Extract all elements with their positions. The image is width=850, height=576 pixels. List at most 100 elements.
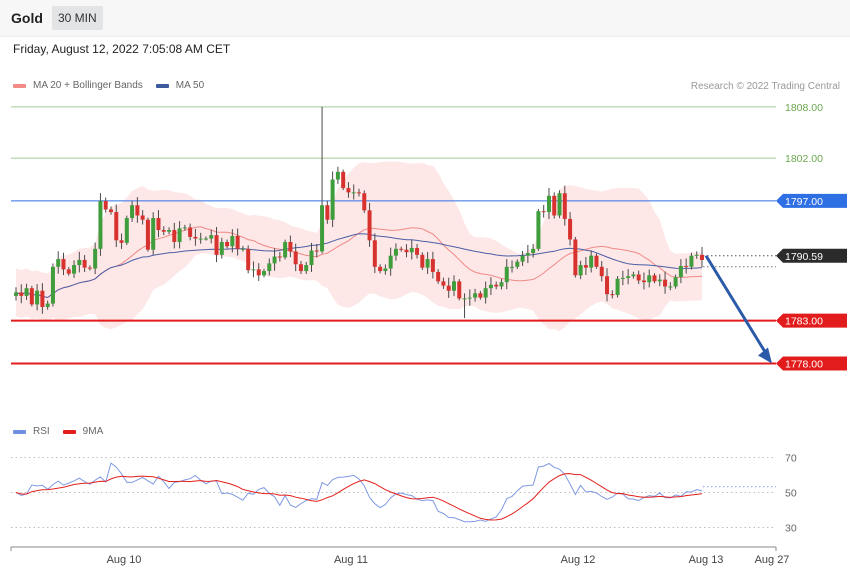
candle xyxy=(404,244,409,258)
candle xyxy=(462,293,467,319)
legend-label: MA 50 xyxy=(175,80,205,91)
candle-body xyxy=(578,265,583,276)
candle xyxy=(620,270,625,286)
candle-body xyxy=(246,248,251,271)
candle xyxy=(29,285,34,307)
candle xyxy=(40,283,45,314)
candle-body xyxy=(388,255,393,269)
candle-body xyxy=(341,171,346,189)
candle-body xyxy=(446,285,451,291)
candle-body xyxy=(610,294,615,296)
candle-body xyxy=(626,276,631,278)
candle-body xyxy=(504,266,509,283)
candle-body xyxy=(314,250,319,252)
candle xyxy=(626,269,631,285)
candle-body xyxy=(573,239,578,276)
legend-swatch xyxy=(62,429,76,434)
main-legend: MA 20 + Bollinger Bands MA 50 xyxy=(13,80,217,91)
candle-body xyxy=(457,281,462,299)
candle-body xyxy=(546,195,551,213)
candle xyxy=(151,212,156,255)
candle xyxy=(467,289,472,306)
candle-body xyxy=(304,265,309,272)
candle xyxy=(235,228,240,256)
candle-body xyxy=(631,274,636,277)
candle xyxy=(536,208,541,251)
candle-body xyxy=(272,256,277,264)
candle xyxy=(631,271,636,279)
candle-body xyxy=(404,249,409,253)
candle xyxy=(520,250,525,266)
candle xyxy=(193,228,198,246)
candle xyxy=(325,200,330,224)
candle-body xyxy=(636,274,641,281)
candle xyxy=(172,222,177,249)
candle-body xyxy=(151,218,156,250)
candles xyxy=(14,106,704,319)
candle xyxy=(425,252,430,274)
candle xyxy=(277,251,282,262)
timeframe-selector[interactable]: 30 MIN xyxy=(52,6,103,30)
candle xyxy=(140,210,145,225)
candle xyxy=(441,277,446,289)
candle-body xyxy=(172,230,177,242)
candle-body xyxy=(335,171,340,180)
candle xyxy=(557,190,562,219)
candle xyxy=(93,242,98,275)
candle xyxy=(225,239,230,249)
legend-item-ma50[interactable]: MA 50 xyxy=(155,80,205,91)
candle-body xyxy=(441,281,446,286)
candle-body xyxy=(473,293,478,298)
price-label-text: 1783.00 xyxy=(785,316,823,328)
legend-item-rsi-9ma[interactable]: 9MA xyxy=(62,426,103,437)
candle xyxy=(599,261,604,282)
candle xyxy=(647,269,652,288)
candle-body xyxy=(298,264,303,272)
candle xyxy=(393,243,398,261)
price-tag xyxy=(776,193,847,208)
candle-body xyxy=(24,288,29,296)
price-panel xyxy=(11,106,776,365)
candle xyxy=(541,204,546,218)
candle-body xyxy=(45,303,50,307)
candle-body xyxy=(293,251,298,265)
candle xyxy=(82,255,87,273)
candle-body xyxy=(663,279,668,287)
rsi-axis-label: 50 xyxy=(785,488,797,500)
rsi-line xyxy=(15,462,703,523)
candle-body xyxy=(203,238,208,240)
candle-body xyxy=(520,255,525,262)
candle xyxy=(615,276,620,298)
candle-body xyxy=(108,209,113,213)
candle-body xyxy=(499,282,504,287)
candle xyxy=(573,236,578,278)
candle-body xyxy=(462,298,467,300)
candle-body xyxy=(56,259,61,267)
price-tag xyxy=(776,313,847,328)
candle xyxy=(504,259,509,290)
candle xyxy=(198,232,203,244)
candle-body xyxy=(320,205,325,252)
price-label-1778.00: 1778.00 xyxy=(776,356,847,371)
rsi-axis-label: 30 xyxy=(785,523,797,535)
price-label-text: 1808.00 xyxy=(785,102,823,114)
price-label-text: 1797.00 xyxy=(785,196,823,208)
candle xyxy=(594,253,599,269)
price-label-text: 1802.00 xyxy=(785,153,823,165)
price-tag xyxy=(776,248,847,263)
candle xyxy=(610,290,615,299)
price-tag xyxy=(776,356,847,371)
candle xyxy=(293,243,298,272)
candle-body xyxy=(605,276,610,295)
legend-item-ma20-bollinger[interactable]: MA 20 + Bollinger Bands xyxy=(13,80,143,91)
candle xyxy=(605,268,610,302)
candle-body xyxy=(494,284,499,287)
candle-body xyxy=(119,240,124,243)
candle-body xyxy=(399,248,404,250)
candle xyxy=(388,247,393,276)
candle-body xyxy=(114,212,119,241)
legend-item-rsi[interactable]: RSI xyxy=(13,426,50,437)
candle-body xyxy=(557,193,562,216)
candle xyxy=(636,270,641,284)
